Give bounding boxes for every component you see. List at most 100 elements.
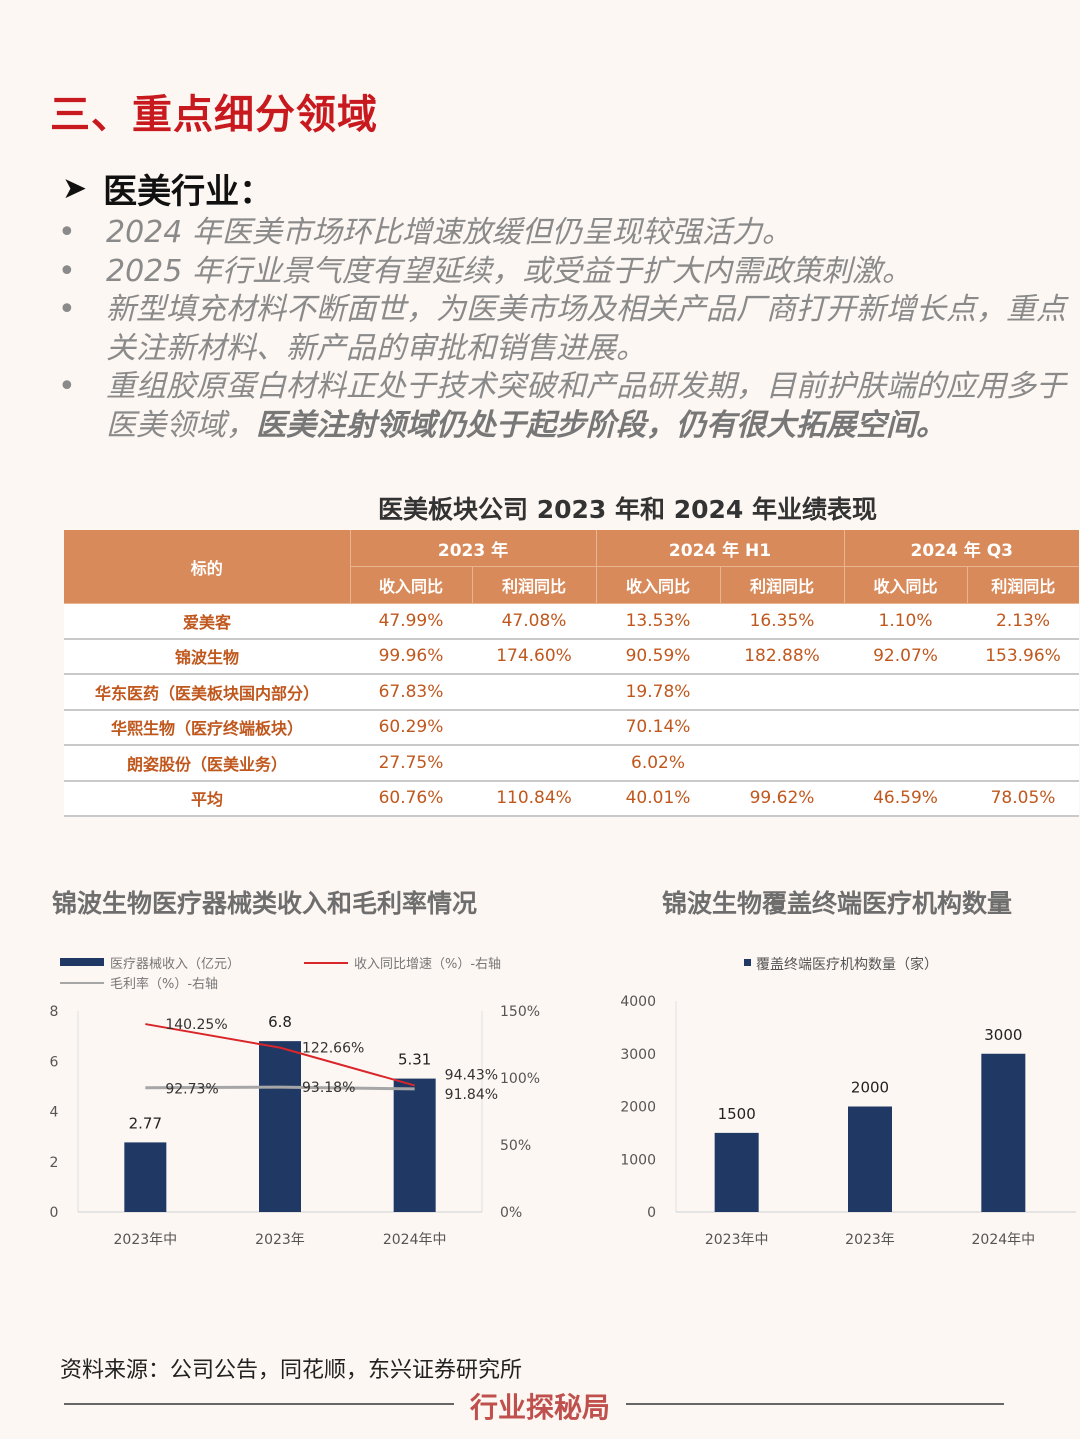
subhead-label: 医美行业：	[103, 172, 274, 212]
bar	[848, 1106, 892, 1212]
y-tick-label: 0	[647, 1205, 656, 1221]
row-name: 华东医药（医美板块国内部分）	[64, 674, 350, 711]
column-header: 利润同比	[719, 566, 845, 604]
y2-tick-label: 0%	[500, 1205, 522, 1221]
column-header: 利润同比	[966, 566, 1080, 604]
table-cell: 40.01%	[596, 780, 721, 817]
group-header: 2024 年 Q3	[843, 530, 1080, 567]
y-tick-label: 1000	[620, 1152, 656, 1168]
table-cell: 60.29%	[350, 709, 472, 746]
bar-value-label: 6.8	[268, 1013, 292, 1031]
table-row: 华熙生物（医疗终端板块） 60.29% 70.14%	[64, 709, 1080, 746]
performance-table: 标的 2023 年 2024 年 H1 2024 年 Q3 收入同比 利润同比 …	[64, 530, 1080, 817]
table-cell: 1.10%	[844, 603, 968, 640]
table-cell	[844, 674, 968, 711]
table-title: 医美板块公司 2023 年和 2024 年业绩表现	[378, 495, 877, 524]
line-value-label: 92.73%	[165, 1082, 218, 1098]
row-name: 华熙生物（医疗终端板块）	[64, 709, 350, 746]
bullet-dot-icon: •	[58, 369, 76, 404]
table-cell: 174.60%	[472, 638, 597, 675]
x-tick-label: 2024年中	[383, 1232, 447, 1248]
bullet-emphasis: 医美注射领域仍处于起步阶段，仍有很大拓展空间。	[256, 407, 946, 443]
y-tick-label: 8	[50, 1004, 59, 1020]
series-line	[145, 1085, 415, 1091]
bullet-dot-icon: •	[58, 215, 76, 250]
column-header: 收入同比	[595, 566, 721, 604]
table-cell: 47.99%	[350, 603, 472, 640]
bullet-item: • 重组胶原蛋白材料正处于技术突破和产品研发期，目前护肤端的应用多于医美领域，医美…	[58, 368, 1068, 445]
table-cell: 110.84%	[472, 780, 597, 817]
legend-label: 医疗器械收入（亿元）	[110, 957, 240, 972]
y-tick-label: 0	[50, 1205, 59, 1221]
y-tick-label: 2000	[620, 1100, 656, 1116]
column-header: 收入同比	[843, 566, 968, 604]
line-value-label: 94.43%	[445, 1067, 498, 1083]
bar	[714, 1132, 759, 1212]
table-cell	[720, 745, 845, 782]
brand-label: 行业探秘局	[469, 1391, 610, 1424]
table-row: 平均 60.76% 110.84% 40.01% 99.62% 46.59% 78.05%	[64, 780, 1080, 817]
legend-swatch	[744, 959, 751, 966]
bar	[259, 1041, 301, 1212]
bar	[393, 1078, 436, 1212]
footer-divider	[64, 1403, 454, 1405]
chart-title-institutions: 锦波生物覆盖终端医疗机构数量	[662, 889, 1013, 918]
y-tick-label: 2	[50, 1155, 59, 1171]
row-name: 朗姿股份（医美业务）	[64, 745, 350, 782]
bar-value-label: 3000	[984, 1026, 1022, 1044]
table-cell: 27.75%	[350, 745, 472, 782]
bullet-item: • 2025 年行业景气度有望延续，或受益于扩大内需政策刺激。	[58, 253, 1068, 292]
table-cell: 153.96%	[967, 638, 1080, 675]
table-cell: 78.05%	[967, 780, 1080, 817]
footer-divider	[626, 1403, 1004, 1405]
y2-tick-label: 150%	[500, 1004, 540, 1020]
table-cell	[472, 709, 597, 746]
table-cell: 99.62%	[720, 780, 845, 817]
row-name: 爱美客	[64, 603, 350, 640]
row-name: 锦波生物	[64, 638, 350, 675]
table-cell: 90.59%	[596, 638, 721, 675]
table-cell: 47.08%	[472, 603, 597, 640]
bullet-text: 2024 年医美市场环比增速放缓但仍呈现较强活力。	[106, 215, 792, 250]
table-cell: 92.07%	[844, 638, 968, 675]
legend-label: 覆盖终端医疗机构数量（家）	[756, 956, 938, 973]
bar-value-label: 2000	[851, 1079, 889, 1097]
table-cell: 2.13%	[967, 603, 1080, 640]
table-cell	[844, 709, 968, 746]
bullet-list: • 2024 年医美市场环比增速放缓但仍呈现较强活力。 • 2025 年行业景气度有…	[58, 214, 1068, 445]
y2-tick-label: 100%	[500, 1071, 540, 1087]
table-cell	[967, 745, 1080, 782]
y-tick-label: 6	[50, 1054, 59, 1070]
table-row: 爱美客 47.99% 47.08% 13.53% 16.35% 1.10% 2.13%	[64, 603, 1080, 640]
table-row: 朗姿股份（医美业务） 27.75% 6.02%	[64, 745, 1080, 782]
table-cell: 46.59%	[844, 780, 968, 817]
table-cell: 6.02%	[596, 745, 721, 782]
table-cell: 60.76%	[350, 780, 472, 817]
table-cell	[967, 709, 1080, 746]
table-cell	[720, 709, 845, 746]
source-note: 资料来源：公司公告，同花顺，东兴证券研究所	[60, 1358, 523, 1383]
group-header: 2024 年 H1	[595, 530, 845, 567]
table-cell: 99.96%	[350, 638, 472, 675]
table-cell: 16.35%	[720, 603, 845, 640]
table-cell: 13.53%	[596, 603, 721, 640]
table-row: 华东医药（医美板块国内部分） 67.83% 19.78%	[64, 674, 1080, 711]
bullet-text: 2025 年行业景气度有望延续，或受益于扩大内需政策刺激。	[106, 253, 912, 289]
x-tick-label: 2023年	[845, 1232, 895, 1248]
bullet-item: • 新型填充材料不断面世，为医美市场及相关产品厂商打开新增长点，重点关注新材料、新…	[58, 291, 1068, 368]
bullet-text: 新型填充材料不断面世，为医美市场及相关产品厂商打开新增长点，重点关注新材料、新产…	[106, 292, 1066, 366]
line-value-label: 140.25%	[165, 1017, 227, 1033]
table-cell	[472, 745, 597, 782]
table-row: 锦波生物 99.96% 174.60% 90.59% 182.88% 92.07% 153.…	[64, 638, 1080, 675]
legend-label: 毛利率（%）-右轴	[110, 976, 218, 992]
arrow-right-icon: ➤	[62, 171, 88, 206]
column-header: 利润同比	[471, 566, 597, 604]
row-name: 平均	[64, 780, 350, 817]
x-tick-label: 2023年	[255, 1232, 305, 1248]
table-cell	[720, 674, 845, 711]
subhead: ➤ 医美行业：	[62, 164, 273, 213]
bullet-text: 重组胶原蛋白材料正处于技术突破和产品研发期，目前护肤端的应用多于医美领域，	[106, 369, 1066, 443]
bar	[981, 1053, 1026, 1212]
bar	[124, 1142, 167, 1212]
group-header: 2023 年	[349, 530, 597, 567]
